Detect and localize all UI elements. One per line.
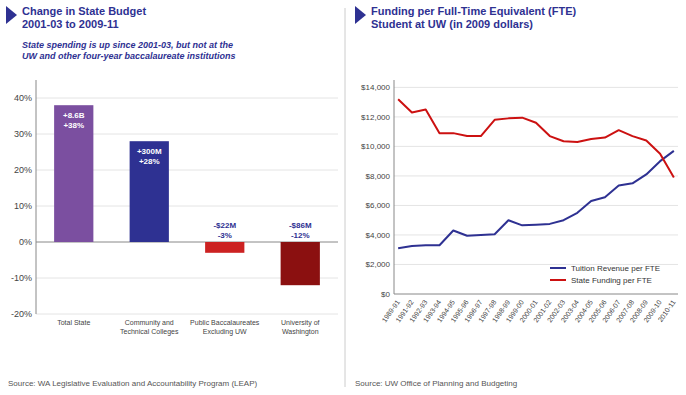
bar — [281, 242, 320, 285]
y-tick-label: $12,000 — [361, 113, 390, 122]
grid-line — [394, 294, 678, 295]
x-tick-label-line: University of — [281, 319, 320, 327]
x-tick-label: Public Baccalaureates Excluding UW — [190, 319, 260, 336]
y-axis-line — [394, 80, 395, 294]
grid-line — [394, 205, 678, 206]
y-tick-label: 0% — [19, 237, 32, 247]
x-tick-label: University ofWashington — [281, 319, 320, 336]
grid-line — [394, 146, 678, 147]
chart-title-line: Student at UW (in 2009 dollars) — [371, 18, 533, 30]
chart-title-line: 2001-03 to 2009-11 — [22, 18, 119, 30]
legend-swatch — [550, 267, 566, 269]
bars — [54, 105, 320, 285]
chart-svg: Change in State Budget2001-03 to 2009-11… — [0, 0, 686, 395]
y-axis-line — [36, 80, 37, 314]
chart-title: Change in State Budget2001-03 to 2009-11 — [22, 5, 146, 30]
x-tick-label-line: Washington — [282, 328, 319, 336]
value-label-line: -$22M — [213, 221, 236, 230]
grid-line — [36, 314, 338, 315]
chart-container: Change in State Budget2001-03 to 2009-11… — [0, 0, 686, 395]
legend-label: Tuition Revenue per FTE — [571, 264, 660, 273]
value-label-line: -12% — [291, 231, 310, 240]
lines — [398, 99, 674, 248]
x-tick-label: 2010-11 — [657, 298, 677, 323]
y-tick-label: 40% — [14, 93, 32, 103]
source-note: Source: WA Legislative Evaluation and Ac… — [8, 379, 258, 388]
x-tick-label: Community andTechnical Colleges — [120, 319, 179, 336]
value-label-line: +38% — [63, 121, 84, 130]
value-label-line: +28% — [139, 157, 160, 166]
y-tick-label: $0 — [381, 290, 390, 299]
legend: Tuition Revenue per FTE State Funding per… — [550, 264, 660, 285]
series-line — [398, 151, 674, 248]
grid-line — [394, 116, 678, 117]
chart-subtitle-line: State spending is up since 2001-03, but … — [22, 40, 233, 50]
grid-line — [394, 87, 678, 88]
source-note: Source: UW Office of Planning and Budget… — [355, 379, 517, 388]
y-tick-label: $8,000 — [366, 172, 391, 181]
value-label: -$22M-3% — [213, 221, 236, 240]
legend-label: State Funding per FTE — [571, 276, 652, 285]
chart-subtitle: State spending is up since 2001-03, but … — [22, 40, 236, 61]
x-tick-label-line: Community and — [125, 319, 174, 327]
value-label: +300M+28% — [137, 147, 162, 166]
grid-line — [394, 234, 678, 235]
y-tick-label: 30% — [14, 129, 32, 139]
x-tick-label-line: Total State — [57, 319, 90, 326]
y-tick-label: -20% — [11, 309, 32, 319]
y-tick-label: 20% — [14, 165, 32, 175]
value-label-line: +300M — [137, 147, 162, 156]
value-label-line: -$86M — [289, 221, 312, 230]
chart-title-line: Change in State Budget — [22, 5, 146, 17]
value-label-line: +8.6B — [63, 111, 85, 120]
bar — [205, 242, 244, 253]
y-tick-label: $10,000 — [361, 142, 390, 151]
y-tick-label: $4,000 — [366, 231, 391, 240]
value-label: +8.6B+38% — [63, 111, 85, 130]
x-tick-label-line: Technical Colleges — [120, 328, 179, 336]
chart-title-line: Funding per Full-Time Equivalent (FTE) — [371, 5, 576, 17]
y-tick-label: $2,000 — [366, 260, 391, 269]
value-label: -$86M-12% — [289, 221, 312, 240]
bar — [130, 141, 169, 242]
header-marker — [355, 6, 366, 24]
value-label-line: -3% — [218, 231, 232, 240]
y-tick-label: $14,000 — [361, 83, 390, 92]
legend-swatch — [550, 279, 566, 281]
x-tick-label-line: Public Baccalaureates — [190, 319, 260, 326]
chart-title: Funding per Full-Time Equivalent (FTE)St… — [371, 5, 576, 30]
y-tick-label: $6,000 — [366, 201, 391, 210]
panel-divider — [345, 8, 346, 387]
grid-line — [36, 98, 338, 99]
bar — [54, 105, 93, 242]
series-line — [398, 99, 674, 177]
y-tick-label: 10% — [14, 201, 32, 211]
x-tick-label: Total State — [57, 319, 90, 326]
chart-subtitle-line: UW and other four-year baccalaureate ins… — [22, 51, 236, 61]
grid-line — [394, 175, 678, 176]
y-tick-label: -10% — [11, 273, 32, 283]
x-tick-label-line: Excluding UW — [203, 328, 247, 336]
header-marker — [6, 6, 17, 24]
